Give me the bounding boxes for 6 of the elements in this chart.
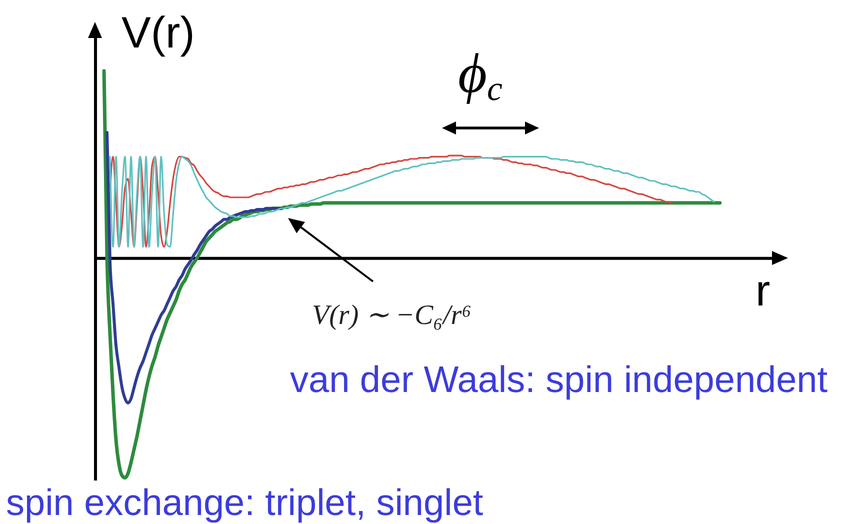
annotation: van der Waals: spin independent <box>290 359 828 401</box>
annotation: V(r) ∼ −C₆/r⁶ <box>312 299 472 332</box>
text: spin exchange: triplet, singlet <box>6 482 484 524</box>
annotation: ϕ$_{c}$ <box>458 42 502 108</box>
y-axis-title: V(r) <box>122 8 195 58</box>
x-axis-title: r <box>756 266 770 316</box>
